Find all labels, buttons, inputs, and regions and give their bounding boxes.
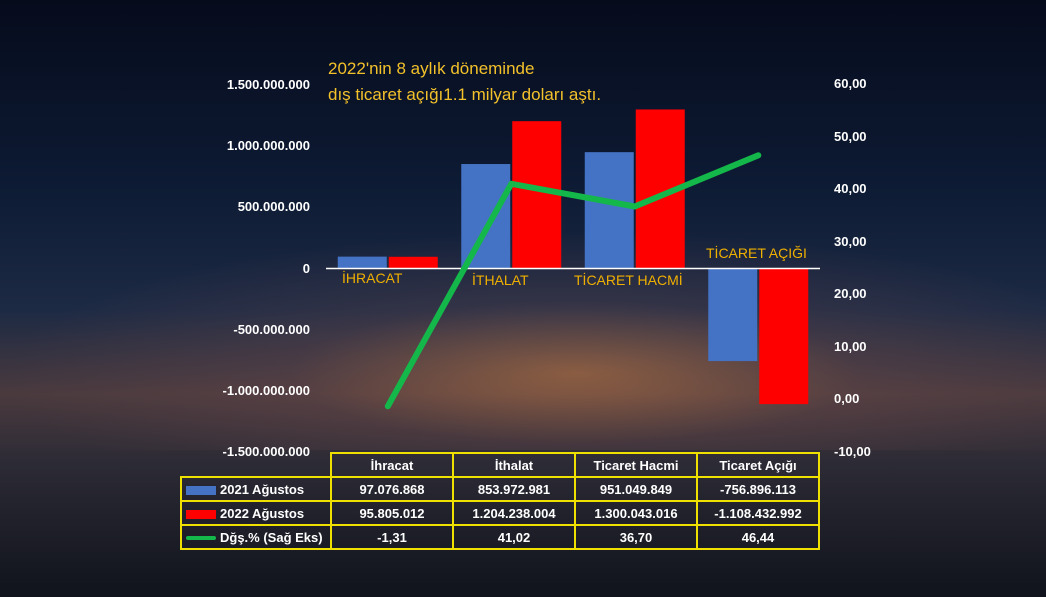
table-cell: 95.805.012 — [330, 500, 454, 526]
bar-2021-0 — [337, 256, 387, 269]
left-axis-tick-label: 1.000.000.000 — [226, 138, 310, 154]
left-axis-tick-label: -1.500.000.000 — [222, 444, 310, 459]
table-cell: 1.204.238.004 — [452, 500, 576, 526]
right-axis-tick-label: 60,00 — [834, 76, 867, 91]
table-row: 2022 Ağustos 95.805.012 1.204.238.004 1.… — [180, 500, 820, 526]
table-cell: -1,31 — [330, 524, 454, 550]
title-line-2: dış ticaret açığı1.1 milyar doları aştı. — [328, 85, 602, 104]
bar-2021-2 — [584, 152, 634, 269]
category-label: TİCARET AÇIĞI — [706, 245, 807, 261]
bar-2021-3 — [708, 268, 758, 362]
change-percent-line — [384, 152, 762, 410]
bar-2021-1 — [461, 164, 511, 269]
row-label-text: Dğş.% (Sağ Eks) — [220, 529, 323, 545]
right-axis-tick-label: 0,00 — [834, 391, 860, 407]
bar-2022-3 — [759, 268, 809, 405]
table-cell: 36,70 — [574, 524, 698, 550]
right-axis-tick-label: -10,00 — [834, 444, 871, 459]
table-cell: 41,02 — [452, 524, 576, 550]
bar-2022-0 — [388, 256, 438, 269]
table-header: İthalat — [452, 452, 576, 478]
category-label: İHRACAT — [342, 270, 403, 286]
row-label-text: 2021 Ağustos — [220, 481, 305, 497]
left-axis-tick-label: -1.000.000.000 — [222, 382, 310, 398]
right-axis-tick-label: 10,00 — [834, 338, 867, 354]
legend-swatch-2021 — [186, 485, 216, 495]
row-label-2022: 2022 Ağustos — [180, 500, 332, 526]
table-row: Dğş.% (Sağ Eks) -1,31 41,02 36,70 46,44 — [180, 524, 820, 550]
table-cell: 46,44 — [696, 524, 820, 550]
table-header: Ticaret Hacmi — [574, 452, 698, 478]
table-corner — [181, 453, 331, 477]
row-label-2021: 2021 Ağustos — [180, 476, 332, 502]
left-axis-tick-label: 0 — [302, 260, 310, 276]
table-cell: 951.049.849 — [574, 476, 698, 502]
data-table: İhracat İthalat Ticaret Hacmi Ticaret Aç… — [180, 452, 820, 550]
right-axis-tick-label: 50,00 — [834, 128, 867, 144]
bars-layer — [337, 109, 809, 405]
legend-swatch-2022 — [186, 509, 216, 519]
left-axis-tick-label: -500.000.000 — [233, 321, 310, 337]
title-line-1: 2022'nin 8 aylık döneminde — [328, 59, 535, 78]
table-cell: 97.076.868 — [330, 476, 454, 502]
category-label: İTHALAT — [472, 272, 529, 288]
table-header: Ticaret Açığı — [696, 452, 820, 478]
table-cell: -1.108.432.992 — [696, 500, 820, 526]
table-row: 2021 Ağustos 97.076.868 853.972.981 951.… — [180, 476, 820, 502]
table-cell: -756.896.113 — [696, 476, 820, 502]
left-axis-tick-label: 1.500.000.000 — [226, 77, 310, 92]
table-header: İhracat — [330, 452, 454, 478]
left-axis-tick-label: 500.000.000 — [237, 199, 310, 215]
table-cell: 1.300.043.016 — [574, 500, 698, 526]
category-label: TİCARET HACMİ — [574, 272, 683, 288]
right-axis-tick-label: 40,00 — [834, 181, 867, 197]
right-axis-tick-label: 30,00 — [834, 233, 867, 249]
table-cell: 853.972.981 — [452, 476, 576, 502]
row-label-text: 2022 Ağustos — [220, 505, 305, 521]
table-header-row: İhracat İthalat Ticaret Hacmi Ticaret Aç… — [181, 452, 820, 478]
row-label-change: Dğş.% (Sağ Eks) — [180, 524, 332, 550]
legend-swatch-change — [186, 536, 216, 541]
chart-title: 2022'nin 8 aylık döneminde dış ticaret a… — [328, 56, 601, 108]
right-axis-tick-label: 20,00 — [834, 286, 867, 302]
bar-2022-1 — [512, 121, 562, 269]
